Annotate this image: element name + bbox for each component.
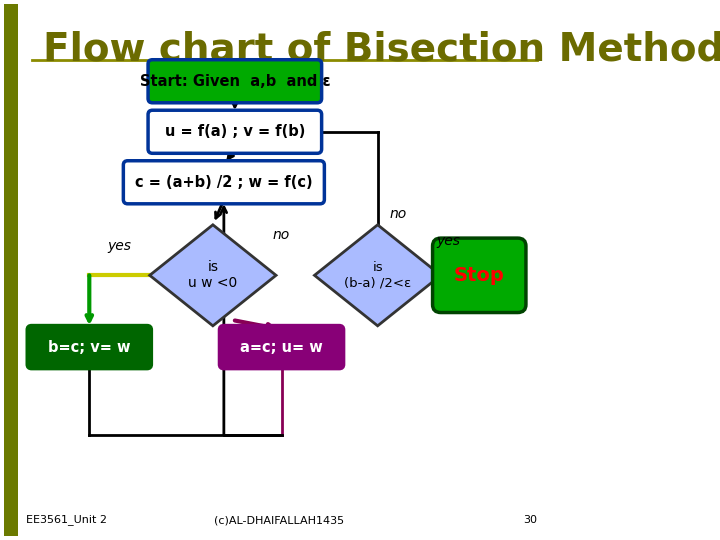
FancyBboxPatch shape (123, 161, 325, 204)
Text: yes: yes (107, 239, 132, 253)
Text: b=c; v= w: b=c; v= w (48, 340, 130, 355)
Text: yes: yes (436, 234, 460, 248)
Text: u = f(a) ; v = f(b): u = f(a) ; v = f(b) (165, 124, 305, 139)
Text: EE3561_Unit 2: EE3561_Unit 2 (26, 514, 107, 525)
Polygon shape (315, 225, 441, 326)
Text: (c)AL-DHAIFALLAH1435: (c)AL-DHAIFALLAH1435 (214, 515, 344, 525)
FancyBboxPatch shape (148, 110, 322, 153)
Polygon shape (150, 225, 276, 326)
Text: c = (a+b) /2 ; w = f(c): c = (a+b) /2 ; w = f(c) (135, 175, 312, 190)
Text: no: no (390, 207, 407, 221)
Text: a=c; u= w: a=c; u= w (240, 340, 323, 355)
Text: is
(b-a) /2<ε: is (b-a) /2<ε (344, 261, 411, 289)
Bar (4, 4, 18, 536)
FancyBboxPatch shape (433, 238, 526, 313)
Text: Start: Given  a,b  and ε: Start: Given a,b and ε (140, 74, 330, 89)
Text: Stop: Stop (454, 266, 505, 285)
FancyBboxPatch shape (148, 60, 322, 103)
FancyBboxPatch shape (220, 326, 343, 369)
Text: Flow chart of Bisection Method: Flow chart of Bisection Method (42, 31, 720, 69)
Text: no: no (273, 228, 290, 242)
FancyBboxPatch shape (27, 326, 151, 369)
Text: is
u w <0: is u w <0 (188, 260, 238, 291)
Text: 30: 30 (523, 515, 537, 525)
